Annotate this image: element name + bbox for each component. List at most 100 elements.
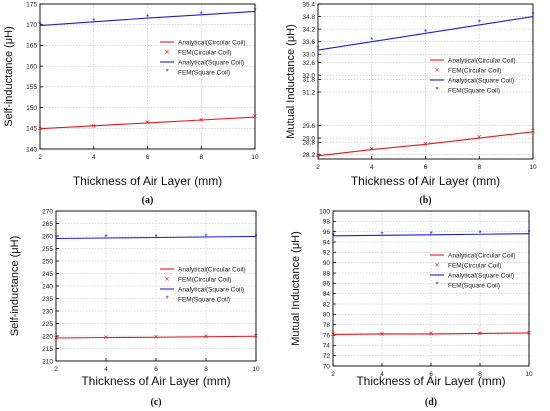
series-line	[332, 332, 530, 336]
x-tick-label: 10	[525, 371, 533, 378]
y-tick-label: 90	[323, 260, 331, 267]
y-tick-label: 33.0	[302, 52, 315, 59]
x-tick-label: 8	[478, 371, 482, 378]
data-point: *	[254, 232, 257, 241]
data-point: *	[104, 233, 107, 242]
x-tick-label: 4	[370, 164, 374, 171]
y-tick-label: 84	[323, 291, 331, 298]
series-line	[317, 131, 534, 157]
y-tick-label: 88	[323, 270, 331, 277]
legend-entry: Analytical(Square Coil)	[178, 59, 244, 66]
x-tick-label: 4	[92, 154, 96, 161]
data-point: *	[531, 10, 534, 19]
data-point: ×	[91, 122, 96, 131]
data-point: ×	[254, 332, 259, 341]
y-tick-label: 28.8	[302, 140, 315, 147]
x-axis-title: Thickness of Air Layer (mm)	[356, 374, 505, 388]
y-tick-label: 32.0	[302, 73, 315, 80]
series-line	[55, 335, 257, 339]
series-line	[332, 233, 530, 237]
legend-entry: FEM(Square Coil)	[178, 69, 230, 76]
x-tick-label: 6	[154, 366, 158, 373]
legend-entry: FEM(Square Coil)	[448, 87, 500, 94]
panel-caption: (b)	[419, 195, 431, 206]
y-tick-label: 165	[26, 43, 37, 50]
data-point: ×	[316, 151, 321, 160]
y-tick-label: 145	[26, 126, 37, 133]
data-point: ×	[531, 127, 536, 136]
y-axis-title: Mutual Inductance (μH)	[290, 231, 302, 346]
y-tick-label: 265	[42, 221, 53, 228]
data-point: ×	[478, 329, 483, 338]
data-point: *	[429, 230, 432, 239]
y-tick-label: 220	[42, 333, 53, 340]
data-point: ×	[331, 330, 336, 339]
x-tick-label: 6	[429, 371, 433, 378]
y-tick-label: 28.2	[302, 152, 315, 159]
y-tick-label: 29.6	[302, 123, 315, 130]
y-tick-label: 34.2	[302, 26, 315, 33]
y-tick-label: 240	[42, 283, 53, 290]
y-tick-label: 225	[42, 321, 53, 328]
data-point: ×	[154, 333, 159, 342]
y-tick-label: 150	[26, 105, 37, 112]
x-tick-label: 6	[424, 164, 428, 171]
data-point: ×	[204, 332, 209, 341]
data-point: ×	[199, 116, 204, 125]
chart-panel-1: 2 4 6 8 10 140 145 150 155 160 165 170 175 Thickness …	[3, 1, 259, 206]
y-tick-label: 235	[42, 296, 53, 303]
legend-marker-swatch: *	[435, 86, 438, 95]
y-tick-label: 260	[42, 233, 53, 240]
x-tick-label: 10	[252, 366, 260, 373]
y-tick-label: 31.8	[302, 77, 315, 84]
legend-entry: FEM(Circular Coil)	[178, 276, 231, 283]
data-point: *	[54, 234, 57, 243]
x-tick-label: 6	[146, 154, 150, 161]
legend-marker-swatch: ×	[165, 275, 170, 284]
y-tick-label: 140	[26, 146, 37, 153]
x-tick-label: 2	[38, 154, 42, 161]
legend-entry: Analytical(Circular Coil)	[178, 266, 246, 273]
legend-marker-swatch: *	[165, 68, 168, 77]
legend-marker-swatch: ×	[435, 261, 440, 270]
data-point: *	[38, 20, 41, 29]
series-line	[39, 116, 256, 130]
y-axis-title: Mutual Inductance (μH)	[285, 24, 297, 139]
legend-entry: Analytical(Circular Coil)	[448, 252, 516, 259]
data-point: ×	[477, 133, 482, 142]
chart-panel-3: 2 4 6 8 10 210 215 220 225 230 235 240 245 250 255 260 2…	[9, 208, 260, 408]
series-line	[39, 10, 256, 27]
data-point: ×	[423, 139, 428, 148]
legend-marker-swatch: *	[435, 281, 438, 290]
y-tick-label: 70	[323, 363, 331, 370]
y-tick-label: 72	[323, 353, 331, 360]
y-tick-label: 86	[323, 281, 331, 288]
y-tick-label: 98	[323, 219, 331, 226]
panel-caption: (c)	[150, 397, 161, 408]
data-point: *	[478, 229, 481, 238]
y-tick-label: 34.8	[302, 14, 315, 21]
y-tick-label: 100	[319, 208, 330, 215]
x-tick-label: 8	[477, 164, 481, 171]
data-point: *	[331, 231, 334, 240]
y-tick-label: 78	[323, 322, 331, 329]
y-tick-label: 245	[42, 271, 53, 278]
x-tick-label: 4	[104, 366, 108, 373]
data-point: *	[527, 228, 530, 237]
x-tick-label: 10	[529, 164, 537, 171]
data-point: *	[154, 233, 157, 242]
chart-panel-4: 2 4 6 8 10 70 72 74 76 78 80 82 84 86 88 90 92 94 96 98 100 T…	[290, 208, 533, 408]
x-tick-label: 4	[380, 371, 384, 378]
x-axis-title: Thickness of Air Layer (mm)	[81, 374, 230, 388]
x-axis-title: Thickness of Air Layer (mm)	[73, 174, 222, 188]
data-point: ×	[380, 329, 385, 338]
data-point: ×	[145, 118, 150, 127]
y-tick-label: 31.2	[302, 89, 315, 96]
data-point: ×	[38, 124, 43, 133]
y-tick-label: 74	[323, 343, 331, 350]
x-tick-label: 10	[251, 154, 259, 161]
data-point: *	[200, 10, 203, 19]
data-point: *	[424, 28, 427, 37]
legend-entry: FEM(Circular Coil)	[448, 67, 501, 74]
